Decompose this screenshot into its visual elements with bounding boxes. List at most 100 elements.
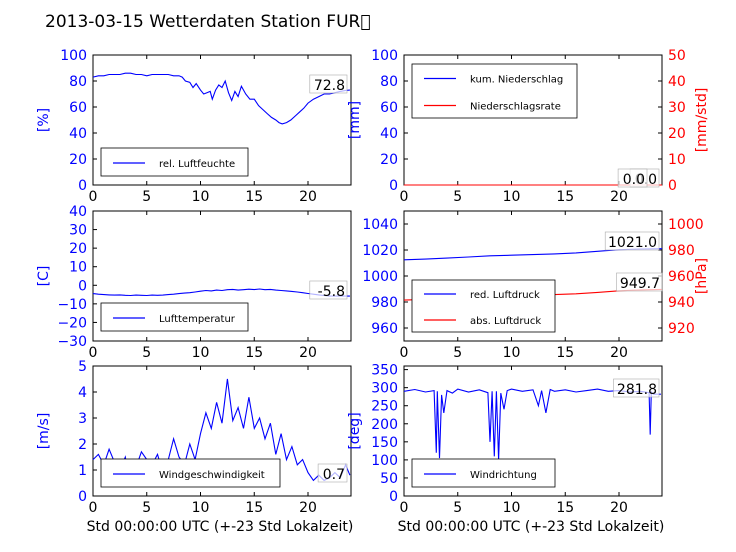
x-tick-label: 20 (610, 189, 628, 205)
annotation-value: 1021.0 (608, 235, 657, 251)
annotation-value: 0.0 (623, 172, 645, 188)
x-tick-label: 5 (453, 500, 462, 516)
y-tick-label: 0 (78, 178, 87, 194)
y-axis-label: [mm] (347, 101, 363, 139)
annotation-box (309, 74, 348, 94)
y-tick-label: 0 (389, 178, 398, 194)
y-tick-label: 100 (60, 48, 87, 64)
y-tick-label: 10 (69, 260, 87, 276)
x-tick-label: 15 (245, 189, 263, 205)
y-tick-label: 80 (69, 74, 87, 90)
y-tick-label: 0 (78, 278, 87, 294)
y-axis-label: [%] (36, 108, 52, 132)
x-tick-label: 0 (89, 500, 98, 516)
y-tick-label: 40 (69, 204, 87, 220)
x-tick-label: 5 (142, 189, 151, 205)
y-right-tick-label: 30 (668, 100, 686, 116)
y-tick-label: 80 (380, 74, 398, 90)
y-tick-label: 1000 (362, 269, 398, 285)
x-tick-label: 15 (245, 500, 263, 516)
y-tick-label: 40 (380, 126, 398, 142)
x-tick-label: 20 (299, 345, 317, 361)
y-tick-label: 1040 (362, 217, 398, 233)
x-tick-label: 20 (610, 345, 628, 361)
y-tick-label: −20 (57, 315, 87, 331)
x-tick-label: 10 (192, 345, 210, 361)
y-tick-label: 5 (78, 359, 87, 375)
y-tick-label: 150 (371, 435, 398, 451)
legend-label: Lufttemperatur (159, 314, 236, 325)
y-tick-label: 960 (371, 321, 398, 337)
x-axis-label: Std 00:00:00 UTC (+-23 Std Lokalzeit) (87, 519, 354, 535)
legend-label: rel. Luftfeuchte (159, 159, 235, 170)
y-tick-label: 50 (380, 471, 398, 487)
x-tick-label: 15 (556, 345, 574, 361)
x-tick-label: 20 (299, 500, 317, 516)
y-right-tick-label: 10 (668, 152, 686, 168)
x-tick-label: 20 (610, 500, 628, 516)
y-right-tick-label: 980 (668, 243, 695, 259)
y-tick-label: 980 (371, 295, 398, 311)
annotation-box (616, 272, 663, 292)
legend-label: abs. Luftdruck (470, 316, 541, 327)
x-tick-label: 10 (192, 189, 210, 205)
x-tick-label: 5 (142, 500, 151, 516)
y-tick-label: 40 (69, 126, 87, 142)
y-axis-label: [m/s] (36, 413, 52, 450)
y-tick-label: 4 (78, 385, 87, 401)
y-tick-label: 0 (389, 489, 398, 505)
legend-box (100, 302, 249, 332)
y-tick-label: 250 (371, 399, 398, 415)
series-line-1 (92, 288, 350, 297)
legend-box (411, 63, 578, 119)
annotation-box (604, 231, 660, 251)
x-tick-label: 15 (556, 500, 574, 516)
x-tick-label: 15 (245, 345, 263, 361)
x-tick-label: 10 (503, 189, 521, 205)
legend-label: Windgeschwindigkeit (159, 470, 265, 481)
y-tick-label: 20 (69, 152, 87, 168)
x-tick-label: 20 (299, 189, 317, 205)
y-right-tick-label: 1000 (668, 217, 704, 233)
x-tick-label: 0 (89, 189, 98, 205)
x-tick-label: 0 (400, 189, 409, 205)
y-tick-label: 20 (69, 241, 87, 257)
y-tick-label: 30 (69, 223, 87, 239)
annotation-value: 0.7 (323, 467, 345, 483)
y-axis-label: [deg] (347, 412, 363, 449)
figure-title: 2013-03-15 Wetterdaten Station FUR  (45, 12, 371, 32)
legend-box (411, 279, 556, 333)
legend-box (100, 147, 249, 177)
series-line-1 (92, 72, 350, 125)
y-tick-label: 20 (380, 152, 398, 168)
y-tick-label: 350 (371, 363, 398, 379)
x-tick-label: 15 (556, 189, 574, 205)
y-tick-label: −10 (57, 297, 87, 313)
y-right-axis-label: [hPa] (694, 258, 710, 294)
y-tick-label: 1020 (362, 243, 398, 259)
y-right-tick-label: 960 (668, 269, 695, 285)
y-tick-label: 3 (78, 411, 87, 427)
x-tick-label: 5 (453, 345, 462, 361)
y-tick-label: 60 (380, 100, 398, 116)
x-tick-label: 0 (400, 500, 409, 516)
x-axis-label: Std 00:00:00 UTC (+-23 Std Lokalzeit) (398, 519, 665, 535)
x-tick-label: 10 (503, 500, 521, 516)
x-tick-label: 10 (503, 345, 521, 361)
y-tick-label: 200 (371, 417, 398, 433)
x-tick-label: 0 (400, 345, 409, 361)
legend-box (100, 458, 281, 488)
annotation-box (617, 168, 648, 188)
legend-label: Niederschlagsrate (470, 102, 561, 113)
legend-label: Windrichtung (470, 470, 537, 481)
x-tick-label: 5 (453, 189, 462, 205)
y-tick-label: 2 (78, 437, 87, 453)
y-tick-label: −30 (57, 334, 87, 350)
legend-label: red. Luftdruck (470, 290, 540, 301)
y-right-axis-label: [mm/std] (694, 88, 710, 153)
x-tick-label: 0 (89, 345, 98, 361)
annotation-value: 949.7 (620, 276, 660, 292)
y-right-tick-label: 40 (668, 74, 686, 90)
y-tick-label: 300 (371, 381, 398, 397)
